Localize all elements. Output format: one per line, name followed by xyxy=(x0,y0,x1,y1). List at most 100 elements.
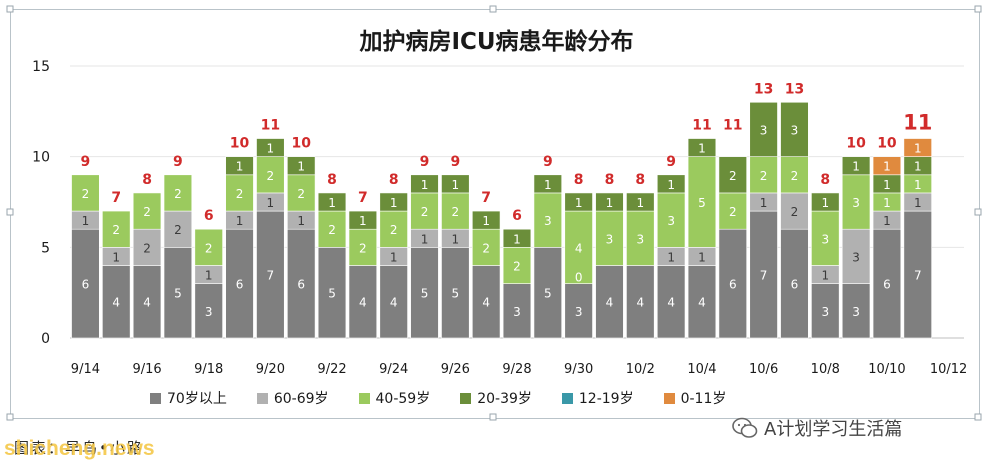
total-label: 13 xyxy=(754,81,773,97)
segment-label: 1 xyxy=(606,196,614,210)
total-label: 10 xyxy=(846,136,866,152)
x-tick-label: 9/14 xyxy=(71,362,100,377)
segment-label: 1 xyxy=(267,196,275,210)
bar-segment xyxy=(718,192,747,230)
total-label: 8 xyxy=(635,172,645,188)
bar-segment xyxy=(749,210,778,339)
segment-label: 2 xyxy=(452,205,460,219)
legend-item: 40-59岁 xyxy=(358,388,430,408)
segment-label: 1 xyxy=(883,160,891,174)
segment-label: 4 xyxy=(667,296,675,310)
segment-label: 0 xyxy=(575,271,583,285)
bar-segment xyxy=(163,174,193,212)
y-tick-label: 5 xyxy=(41,240,50,256)
segment-label: 5 xyxy=(174,287,182,301)
segment-label: 2 xyxy=(791,205,799,219)
chart-legend: 70岁以上 60-69岁 40-59岁 20-39岁 12-19岁 0-11岁 xyxy=(150,388,726,408)
bar-segment xyxy=(718,156,747,194)
bar-segment xyxy=(749,101,778,157)
bar-segment xyxy=(903,138,932,157)
bar-segment xyxy=(132,192,162,230)
total-label: 9 xyxy=(543,154,553,170)
segment-label: 2 xyxy=(174,187,182,201)
frame-handle xyxy=(974,208,982,216)
legend-label: 0-11岁 xyxy=(680,391,727,407)
segment-label: 1 xyxy=(821,269,829,283)
segment-label: 2 xyxy=(112,223,120,237)
segment-label: 1 xyxy=(112,250,120,264)
legend-label: 20-39岁 xyxy=(477,391,532,407)
segment-label: 1 xyxy=(914,178,922,192)
segment-label: 1 xyxy=(883,214,891,228)
bar-segment xyxy=(225,156,254,176)
bar-segment xyxy=(317,247,347,339)
bar-segment xyxy=(564,192,593,212)
segment-label: 2 xyxy=(791,169,799,183)
total-label: 13 xyxy=(785,81,804,97)
total-label: 7 xyxy=(481,190,491,206)
segment-label: 6 xyxy=(297,278,305,292)
bar-segment xyxy=(71,228,100,339)
bar-segment xyxy=(410,174,439,194)
y-tick-label: 10 xyxy=(32,150,50,166)
bar-segment xyxy=(471,210,501,230)
segment-label: 1 xyxy=(328,196,336,210)
total-label: 10 xyxy=(291,136,311,152)
bar-segment xyxy=(656,265,686,339)
bar-segment xyxy=(780,228,809,339)
segment-label: 2 xyxy=(297,187,305,201)
bar-segment xyxy=(811,283,840,339)
bar-segment xyxy=(471,265,501,339)
bar-segment xyxy=(533,192,563,248)
segment-label: 1 xyxy=(359,214,367,228)
segment-label: 1 xyxy=(452,178,460,192)
bar-segment xyxy=(348,210,378,230)
bar-segment xyxy=(780,192,809,230)
total-label: 6 xyxy=(204,208,214,224)
segment-label: 1 xyxy=(914,142,922,156)
segment-label: 3 xyxy=(575,305,583,319)
frame-handle xyxy=(6,413,14,421)
segment-label: 1 xyxy=(421,178,429,192)
bar-segment xyxy=(71,174,100,212)
total-label: 9 xyxy=(666,154,676,170)
segment-label: 2 xyxy=(359,241,367,255)
legend-item: 60-69岁 xyxy=(256,388,329,408)
segment-label: 2 xyxy=(482,241,490,255)
frame-handle xyxy=(6,208,14,216)
legend-swatch xyxy=(663,392,675,404)
segment-label: 1 xyxy=(390,196,398,210)
bar-segment xyxy=(595,265,624,339)
bar-segment xyxy=(410,192,439,230)
segment-label: 1 xyxy=(421,232,429,246)
x-tick-label: 9/30 xyxy=(564,362,593,377)
segment-label: 4 xyxy=(143,296,151,310)
total-label: 11 xyxy=(692,118,711,134)
segment-label: 3 xyxy=(821,232,829,246)
segment-label: 4 xyxy=(606,296,614,310)
bar-segment xyxy=(379,265,408,339)
total-label: 10 xyxy=(877,136,897,152)
segment-label: 7 xyxy=(267,269,275,283)
bar-segment xyxy=(441,192,470,230)
bar-segment xyxy=(163,210,193,248)
segment-label: 4 xyxy=(390,296,398,310)
bar-segment xyxy=(287,156,316,176)
bar-segment xyxy=(564,283,593,339)
segment-label: 4 xyxy=(698,296,706,310)
legend-swatch xyxy=(256,392,268,404)
legend-item: 70岁以上 xyxy=(150,388,227,408)
bar-segment xyxy=(872,228,902,339)
segment-label: 1 xyxy=(760,196,768,210)
bar-segment xyxy=(811,210,840,266)
segment-label: 6 xyxy=(729,278,737,292)
total-label: 9 xyxy=(81,154,91,170)
x-tick-label: 9/20 xyxy=(256,362,285,377)
frame-handle xyxy=(6,5,14,13)
segment-label: 3 xyxy=(791,123,799,137)
segment-label: 7 xyxy=(760,269,768,283)
legend-swatch xyxy=(460,392,472,404)
segment-label: 1 xyxy=(267,142,275,156)
segment-label: 1 xyxy=(852,160,860,174)
segment-label: 3 xyxy=(852,250,860,264)
